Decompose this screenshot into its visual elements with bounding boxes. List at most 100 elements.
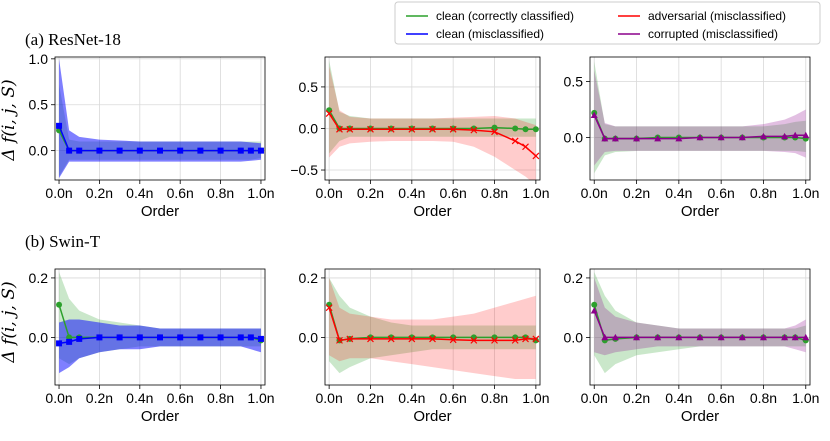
point-adversarial xyxy=(387,125,395,133)
point-clean_mis xyxy=(247,147,254,154)
x-tick-label: 0.0n xyxy=(581,390,608,406)
x-tick-label: 0.2n xyxy=(357,185,384,201)
point-clean_mis xyxy=(76,147,83,154)
x-tick-label: 0.8n xyxy=(207,185,234,201)
point-adversarial xyxy=(511,137,519,145)
plot-area xyxy=(590,271,810,374)
point-corrupted xyxy=(781,132,789,140)
x-tick-label: 0.2n xyxy=(357,390,384,406)
y-tick-label: 0.0 xyxy=(564,130,584,146)
point-clean_correct xyxy=(491,124,498,131)
point-corrupted xyxy=(654,333,662,341)
point-corrupted xyxy=(590,307,598,314)
x-tick-label: 0.6n xyxy=(708,390,735,406)
y-tick-label: −0.5 xyxy=(290,162,318,178)
x-tick-label: 0.6n xyxy=(440,185,467,201)
axes-frame xyxy=(589,268,811,386)
point-clean_mis xyxy=(177,147,184,154)
point-clean_mis xyxy=(76,335,83,342)
point-clean_mis xyxy=(177,334,184,341)
y-tick-label: 0.2 xyxy=(29,270,49,286)
legend-frame xyxy=(394,1,821,45)
point-adversarial xyxy=(470,126,478,134)
x-tick-label: 0.6n xyxy=(167,185,194,201)
panel-b-2: 0.0n 0.2n 0.4n 0.6n 0.8n 1.0n 0.0 0.2 Order xyxy=(299,268,549,425)
point-corrupted xyxy=(633,135,641,142)
band-clean_correct xyxy=(329,60,536,154)
x-tick-label: 0.4n xyxy=(398,390,425,406)
point-corrupted xyxy=(759,132,767,140)
point-clean_mis xyxy=(96,334,103,341)
x-tick-label: 1.0n xyxy=(247,185,274,201)
point-clean_mis xyxy=(237,334,244,341)
x-tick-label: 0.4n xyxy=(126,390,153,406)
point-clean_correct xyxy=(326,107,333,114)
point-clean_mis xyxy=(197,334,204,341)
x-tick-label: 0.2n xyxy=(86,390,113,406)
y-tick-label: 0.2 xyxy=(564,270,584,286)
point-corrupted xyxy=(590,111,598,118)
axes-frame xyxy=(54,56,266,181)
y-tick-label: 0.5 xyxy=(29,97,49,113)
point-clean_mis xyxy=(157,334,163,341)
point-clean_mis xyxy=(66,147,73,154)
x-tick-label: 0.4n xyxy=(665,185,692,201)
point-corrupted xyxy=(601,135,609,142)
point-adversarial xyxy=(346,335,354,343)
point-clean_correct xyxy=(532,126,539,133)
point-clean_correct xyxy=(56,301,63,308)
band-clean_mis xyxy=(59,58,261,179)
x-tick-label: 0.8n xyxy=(207,390,234,406)
point-adversarial xyxy=(336,336,343,344)
y-tick-label: 0.0 xyxy=(29,143,49,159)
x-tick-label: 0.8n xyxy=(750,185,777,201)
x-tick-label: 0.4n xyxy=(126,185,153,201)
point-corrupted xyxy=(696,333,704,341)
axes-frame xyxy=(589,56,811,181)
point-adversarial xyxy=(429,125,436,133)
legend: clean (correctly classified) adversarial… xyxy=(394,1,821,45)
x-tick-label: 0.0n xyxy=(316,390,343,406)
y-tick-label: 0.0 xyxy=(299,120,319,136)
point-adversarial xyxy=(429,335,436,343)
band-adversarial xyxy=(329,66,536,180)
point-adversarial xyxy=(346,125,354,133)
point-corrupted xyxy=(601,333,609,341)
point-clean_mis xyxy=(217,334,224,341)
point-clean_correct xyxy=(591,301,598,308)
ylabel-row-a: Δ f(i, j, S) xyxy=(0,79,19,161)
x-tick-label: 0.0n xyxy=(316,185,343,201)
x-tick-label: 1.0n xyxy=(792,185,819,201)
point-corrupted xyxy=(717,134,725,141)
point-clean_correct xyxy=(491,334,498,341)
y-tick-label: 0.0 xyxy=(564,329,584,345)
point-adversarial xyxy=(325,110,333,117)
plot-area xyxy=(325,60,540,180)
point-corrupted xyxy=(633,333,641,341)
point-corrupted xyxy=(781,333,789,341)
x-tick-label: 1.0n xyxy=(792,390,819,406)
legend-label-adversarial: adversarial (misclassified) xyxy=(648,9,786,23)
band-clean_correct xyxy=(59,84,261,177)
point-clean_mis xyxy=(257,335,264,342)
band-adversarial xyxy=(329,277,536,380)
point-adversarial xyxy=(532,335,540,343)
point-corrupted xyxy=(791,333,799,341)
point-corrupted xyxy=(802,131,810,139)
y-tick-label: 1.0 xyxy=(29,51,49,67)
point-adversarial xyxy=(532,152,540,160)
point-corrupted xyxy=(791,131,799,139)
point-corrupted xyxy=(675,135,683,142)
x-tick-label: 0.2n xyxy=(623,185,650,201)
x-tick-label: 0.2n xyxy=(623,390,650,406)
band-clean_mis xyxy=(59,319,261,374)
x-tick-label: 0.4n xyxy=(665,390,692,406)
point-clean_mis xyxy=(116,147,123,154)
x-tick-label: 0.2n xyxy=(86,185,113,201)
point-adversarial xyxy=(491,128,498,136)
point-corrupted xyxy=(675,333,683,341)
point-clean_correct xyxy=(512,125,519,132)
legend-label-clean-mis: clean (misclassified) xyxy=(436,27,544,41)
legend-label-corrupted: corrupted (misclassified) xyxy=(648,27,778,41)
